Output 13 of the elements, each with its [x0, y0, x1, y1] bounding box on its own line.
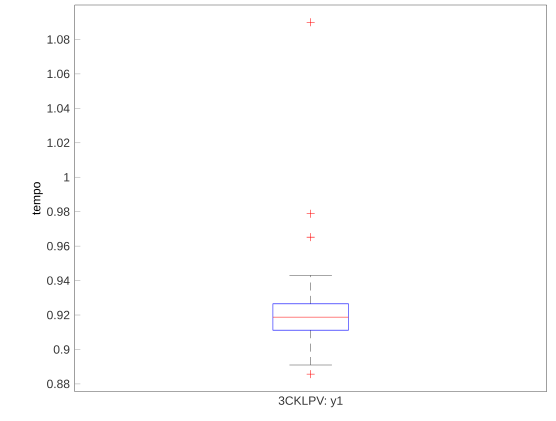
y-tick-label: 0.98 — [47, 207, 70, 216]
y-tick-label: 0.92 — [47, 310, 70, 320]
y-tick-label: 0.94 — [47, 276, 70, 285]
x-tick-label: 3CKLPV: y1 — [278, 396, 343, 408]
y-tick-label: 0.88 — [47, 380, 70, 388]
y-tick-label: 1 — [64, 173, 70, 182]
y-tick-label: 1.06 — [48, 70, 70, 78]
y-tick-label: 0.96 — [47, 242, 70, 250]
y-tick-label: 1.08 — [48, 35, 70, 44]
y-tick-label: 1.02 — [48, 138, 70, 148]
y-axis-title: tempo — [32, 182, 43, 215]
y-tick-label: 0.9 — [54, 345, 70, 354]
y-tick-label: 1.04 — [48, 104, 70, 113]
